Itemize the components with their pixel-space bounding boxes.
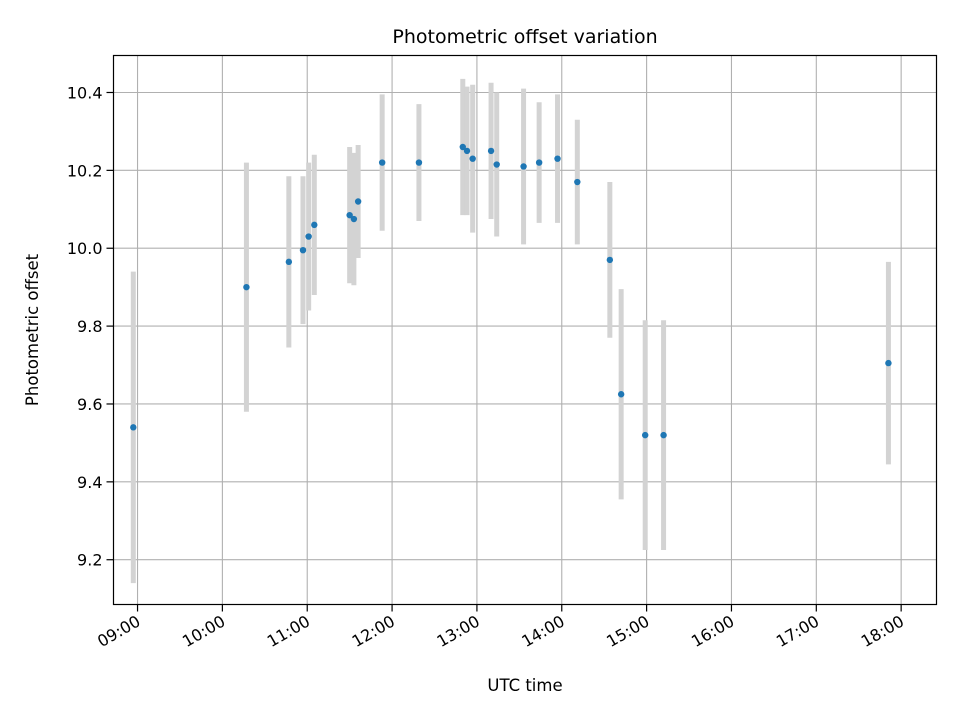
data-point	[574, 178, 581, 186]
data-point	[885, 359, 892, 367]
data-point	[378, 159, 386, 166]
y-tick-label: 9.4	[77, 473, 102, 492]
data-point	[299, 246, 307, 254]
data-point	[617, 391, 625, 398]
chart-title: Photometric offset variation	[392, 26, 657, 48]
data-point	[641, 431, 649, 439]
data-point	[493, 161, 500, 168]
data-point	[354, 198, 362, 205]
data-point	[285, 258, 293, 266]
y-tick-label: 9.2	[77, 551, 102, 570]
data-point	[415, 159, 423, 166]
data-point	[520, 163, 527, 170]
plot-frame	[112, 54, 938, 606]
grid	[113, 55, 937, 605]
data-points	[130, 143, 892, 439]
x-axis-label: UTC time	[487, 676, 562, 695]
y-tick-label: 9.8	[77, 317, 102, 336]
data-point	[243, 283, 250, 291]
data-point	[459, 143, 466, 151]
y-tick-label: 10.4	[67, 83, 103, 102]
data-point	[311, 221, 318, 229]
data-point	[305, 233, 312, 240]
data-point	[346, 211, 353, 219]
y-tick-label: 10.0	[67, 239, 103, 258]
data-point	[554, 155, 561, 162]
data-point	[463, 147, 471, 155]
data-point	[130, 424, 137, 431]
data-point	[535, 159, 543, 166]
y-axis-label: Photometric offset	[23, 253, 42, 406]
y-tick-label: 9.6	[77, 395, 102, 414]
data-point	[350, 215, 358, 223]
data-point	[469, 155, 476, 162]
data-point	[606, 256, 614, 264]
data-point	[487, 147, 495, 155]
y-tick-label: 10.2	[67, 161, 103, 180]
data-point	[660, 431, 667, 439]
y-axis-ticks: 9.2 9.4 9.6 9.8 10.0 10.2 10.4	[67, 83, 114, 570]
